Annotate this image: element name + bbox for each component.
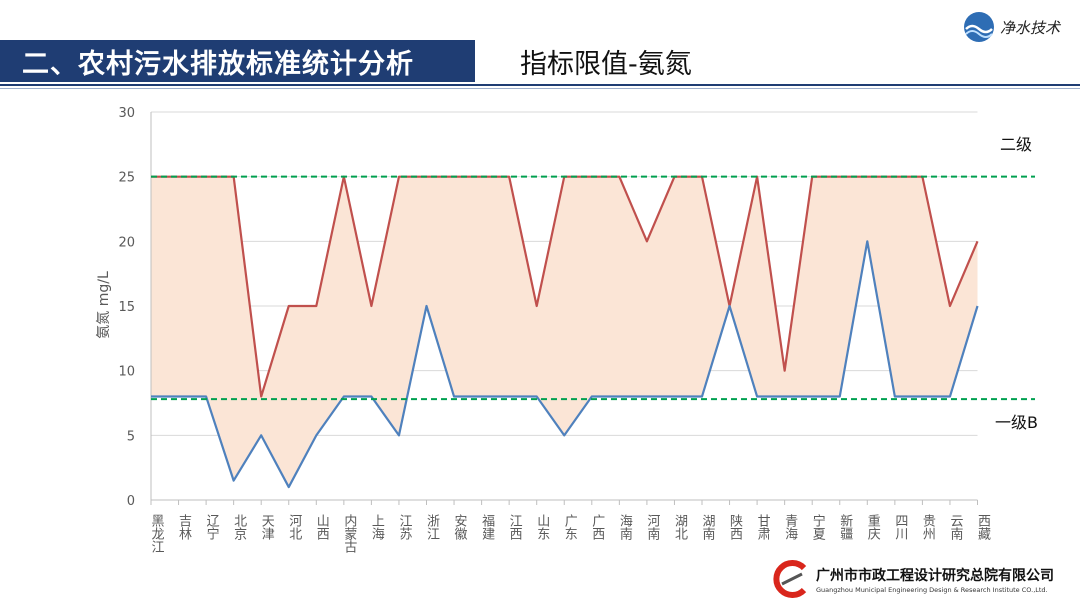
- y-tick-label: 30: [118, 106, 135, 121]
- institute-logo-icon: [773, 560, 807, 598]
- x-tick-label-西藏: 西藏: [975, 514, 991, 540]
- org-name-cn: 广州市市政工程设计研究总院有限公司: [816, 567, 1054, 584]
- x-tick-label-湖北: 湖北: [672, 514, 688, 541]
- y-axis-label: 氨氮 mg/L: [96, 271, 112, 339]
- logo-wordmark: 净水技术: [1000, 18, 1061, 37]
- reference-label-1: 一级B: [995, 413, 1038, 432]
- x-tick-label-山西: 山西: [314, 514, 330, 540]
- series-line-grade1b: [151, 240, 979, 489]
- x-tick-label-辽宁: 辽宁: [204, 514, 220, 540]
- x-tick-label-江苏: 江苏: [396, 514, 412, 540]
- x-tick-label-宁夏: 宁夏: [810, 513, 826, 540]
- x-tick-label-重庆: 重庆: [865, 513, 881, 540]
- header-divider-thin: [0, 88, 1080, 89]
- x-tick-label-黑龙江: 黑龙江: [149, 514, 165, 553]
- x-tick-label-内蒙古: 内蒙古: [341, 513, 357, 553]
- y-tick-label: 25: [118, 171, 135, 186]
- x-tick-label-海南: 海南: [617, 514, 633, 540]
- x-tick-label-上海: 上海: [369, 514, 385, 540]
- x-tick-label-吉林: 吉林: [176, 514, 192, 540]
- x-tick-label-贵州: 贵州: [920, 514, 936, 540]
- y-tick-label: 20: [118, 235, 135, 250]
- water-logo-icon: [964, 12, 994, 42]
- x-tick-label-陕西: 陕西: [727, 514, 743, 540]
- footer-org: 广州市市政工程设计研究总院有限公司 Guangzhou Municipal En…: [768, 560, 1054, 598]
- x-tick-label-湖南: 湖南: [700, 514, 716, 540]
- x-tick-label-新疆: 新疆: [837, 513, 853, 540]
- reference-label-0: 二级: [1000, 135, 1032, 154]
- section-title-bar: 二、农村污水排放标准统计分析: [0, 40, 475, 82]
- x-tick-label-河南: 河南: [644, 514, 660, 540]
- y-tick-label: 15: [118, 300, 135, 315]
- x-tick-label-云南: 云南: [947, 514, 963, 540]
- header-divider: [0, 84, 1080, 86]
- x-tick-label-广西: 广西: [589, 514, 605, 540]
- x-tick-label-青海: 青海: [782, 514, 798, 540]
- x-tick-label-北京: 北京: [231, 514, 247, 540]
- x-tick-label-河北: 河北: [286, 514, 302, 541]
- y-tick-label: 0: [127, 494, 135, 509]
- limit-band-area: [151, 176, 978, 488]
- section-title: 二、农村污水排放标准统计分析: [22, 48, 414, 80]
- x-tick-label-福建: 福建: [479, 514, 495, 541]
- x-tick-label-安徽: 安徽: [452, 514, 468, 540]
- x-tick-label-广东: 广东: [562, 514, 578, 540]
- x-tick-label-甘肃: 甘肃: [755, 514, 771, 540]
- x-tick-label-天津: 天津: [259, 514, 275, 540]
- org-name-en: Guangzhou Municipal Engineering Design &…: [816, 585, 1048, 594]
- x-tick-label-山东: 山东: [534, 514, 550, 540]
- x-tick-label-四川: 四川: [892, 514, 908, 540]
- x-tick-label-浙江: 浙江: [424, 514, 440, 540]
- slide-subtitle: 指标限值-氨氮: [520, 49, 692, 80]
- y-tick-label: 5: [127, 429, 135, 444]
- y-tick-label: 10: [118, 365, 135, 380]
- x-tick-label-江西: 江西: [507, 514, 523, 540]
- brand-logo: 净水技术: [962, 10, 1060, 44]
